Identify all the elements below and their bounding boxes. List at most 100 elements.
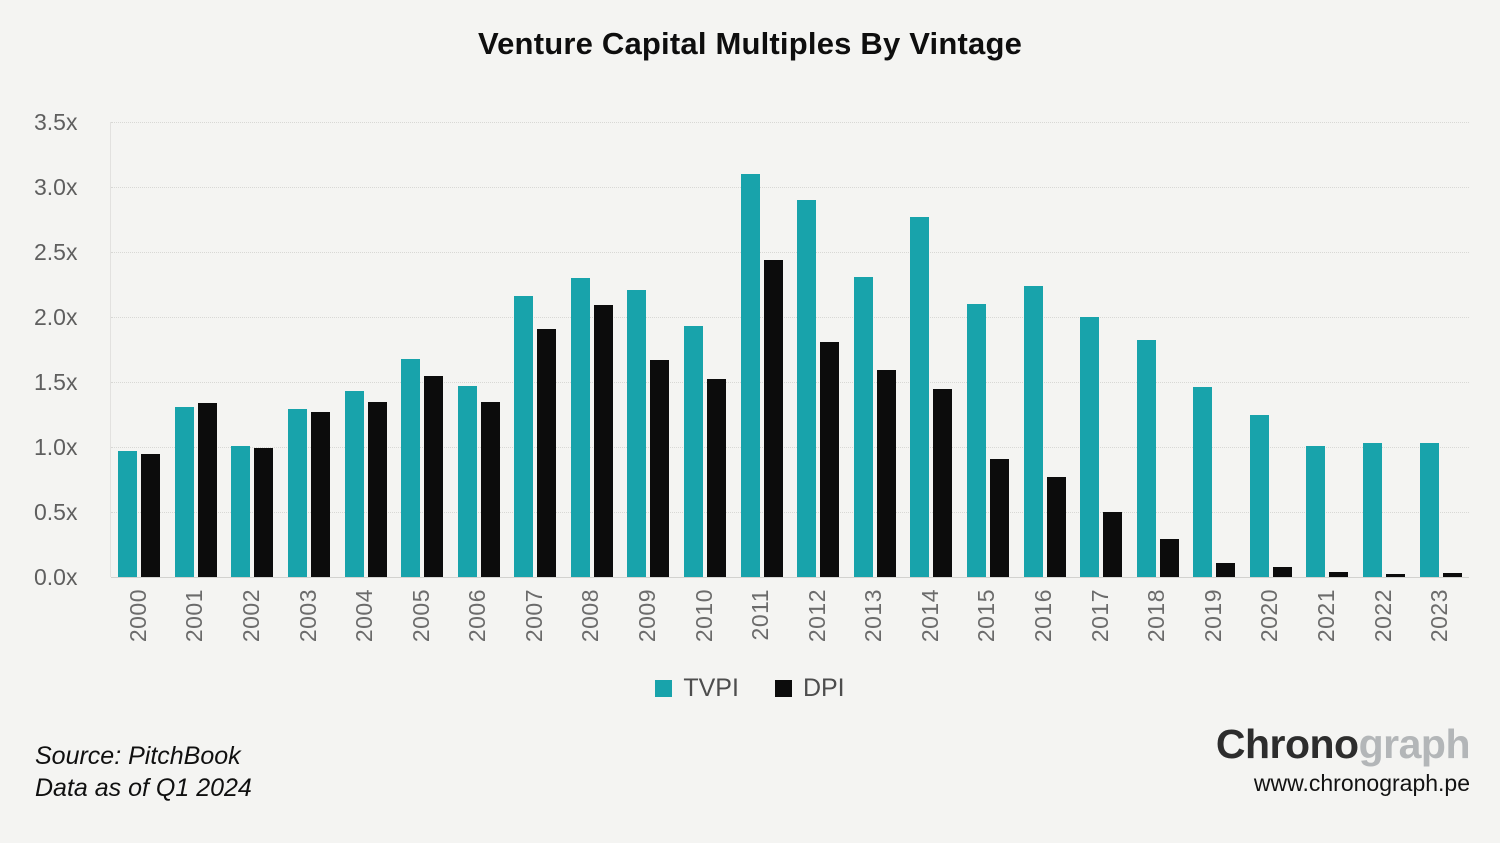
bar-dpi-2002 (254, 448, 274, 577)
data-as-of-text: Data as of Q1 2024 (35, 774, 252, 803)
gridline (111, 382, 1469, 383)
x-axis-year-label: 2022 (1369, 589, 1396, 643)
x-axis-year-label: 2011 (747, 589, 774, 641)
bar-dpi-2013 (876, 370, 896, 577)
x-axis-cell: 2016 (1015, 589, 1072, 675)
x-axis-cell: 2002 (223, 589, 280, 675)
bar-tvpi-2003 (288, 409, 308, 577)
y-axis-tick-label: 3.0x (34, 174, 78, 200)
bar-dpi-2005 (424, 375, 444, 577)
x-axis-year-label: 2012 (803, 589, 830, 643)
bar-group-2009 (620, 122, 677, 577)
x-axis-cell: 2014 (902, 589, 959, 675)
y-axis-tick-label: 2.5x (34, 239, 78, 265)
x-axis-cell: 2006 (449, 589, 506, 675)
logo-chrono: Chrono (1215, 721, 1359, 767)
x-axis-year-label: 2000 (124, 589, 151, 643)
legend-swatch-tvpi (655, 680, 673, 697)
y-axis-tick-label: 1.5x (34, 369, 78, 395)
x-axis-cell: 2019 (1185, 589, 1242, 675)
bar-dpi-2000 (141, 453, 161, 577)
bar-group-2012 (790, 122, 847, 577)
x-axis-cell: 2015 (959, 589, 1016, 675)
bar-dpi-2003 (311, 411, 331, 577)
x-axis-cell: 2007 (506, 589, 563, 675)
x-axis-cell: 2012 (789, 589, 846, 675)
x-axis-cell: 2022 (1355, 589, 1412, 675)
bar-group-2005 (394, 122, 451, 577)
bar-tvpi-2019 (1193, 387, 1213, 577)
x-axis-cell: 2021 (1298, 589, 1355, 675)
bar-group-2019 (1186, 122, 1243, 577)
y-axis-tick-label: 1.0x (34, 434, 78, 460)
gridline (111, 577, 1469, 578)
chronograph-logo: Chronograph (1215, 721, 1471, 767)
bar-dpi-2019 (1216, 562, 1236, 577)
bar-dpi-2022 (1386, 574, 1405, 577)
chart-title: Venture Capital Multiples By Vintage (477, 26, 1023, 61)
legend-item-tvpi: TVPI (655, 674, 739, 703)
gridline (111, 512, 1469, 513)
bar-dpi-2007 (537, 328, 557, 577)
bar-group-2007 (507, 122, 564, 577)
bar-group-2008 (564, 122, 621, 577)
gridline (111, 187, 1469, 188)
x-axis-year-label: 2002 (237, 589, 264, 643)
bar-tvpi-2021 (1306, 445, 1326, 577)
bar-tvpi-2009 (627, 289, 647, 577)
bar-dpi-2006 (480, 401, 500, 577)
bar-group-2004 (337, 122, 394, 577)
bar-dpi-2016 (1046, 476, 1066, 577)
bar-tvpi-2002 (231, 445, 251, 577)
gridline (111, 252, 1469, 253)
x-axis-cell: 2004 (336, 589, 393, 675)
bar-group-2002 (224, 122, 281, 577)
bar-tvpi-2004 (344, 391, 364, 577)
x-axis-year-label: 2023 (1426, 589, 1453, 643)
bar-dpi-2009 (650, 359, 670, 577)
legend-label-tvpi: TVPI (683, 674, 739, 702)
bar-tvpi-2016 (1023, 285, 1043, 577)
x-axis-year-label: 2001 (181, 589, 208, 643)
logo-graph: graph (1358, 721, 1471, 767)
bar-group-2011 (733, 122, 790, 577)
gridline (111, 317, 1469, 318)
bar-group-2000 (111, 122, 168, 577)
bar-group-2022 (1356, 122, 1413, 577)
bar-group-2001 (168, 122, 225, 577)
bar-group-2016 (1016, 122, 1073, 577)
x-axis-year-label: 2016 (1030, 589, 1057, 643)
bar-dpi-2004 (367, 401, 387, 577)
bar-tvpi-2020 (1249, 414, 1269, 577)
bar-tvpi-2010 (684, 326, 704, 577)
plot-area (110, 122, 1469, 578)
x-axis-cell: 2001 (167, 589, 224, 675)
x-axis-year-label: 2021 (1312, 589, 1339, 643)
y-axis-tick-label: 0.5x (34, 499, 78, 525)
bar-tvpi-2008 (570, 278, 590, 577)
bar-dpi-2017 (1103, 512, 1123, 577)
bar-dpi-2023 (1442, 573, 1462, 577)
website-url: www.chronograph.pe (1253, 770, 1470, 797)
bar-group-2020 (1243, 122, 1300, 577)
bar-group-2023 (1412, 122, 1469, 577)
footnote: Source: PitchBook Data as of Q1 2024 (35, 740, 252, 805)
y-axis: 3.5x 3.0x 2.5x 2.0x 1.5x 1.0x 0.5x 0.0x (34, 111, 104, 589)
x-axis-year-label: 2008 (577, 589, 604, 643)
bar-dpi-2020 (1272, 566, 1292, 577)
x-axis-year-label: 2017 (1086, 589, 1113, 643)
bar-dpi-2008 (593, 305, 613, 577)
x-axis-year-label: 2006 (464, 589, 491, 643)
x-axis-year-label: 2010 (690, 589, 717, 643)
bar-group-2013 (847, 122, 904, 577)
source-text: Source: PitchBook (35, 742, 241, 770)
x-axis-year-label: 2020 (1256, 589, 1283, 643)
legend-label-dpi: DPI (802, 674, 845, 702)
x-axis-cell: 2003 (280, 589, 337, 675)
x-axis-year-label: 2015 (973, 589, 1000, 643)
x-axis-cell: 2005 (393, 589, 450, 675)
bar-group-2015 (960, 122, 1017, 577)
x-axis-cell: 2013 (846, 589, 903, 675)
legend-swatch-dpi (774, 680, 792, 697)
